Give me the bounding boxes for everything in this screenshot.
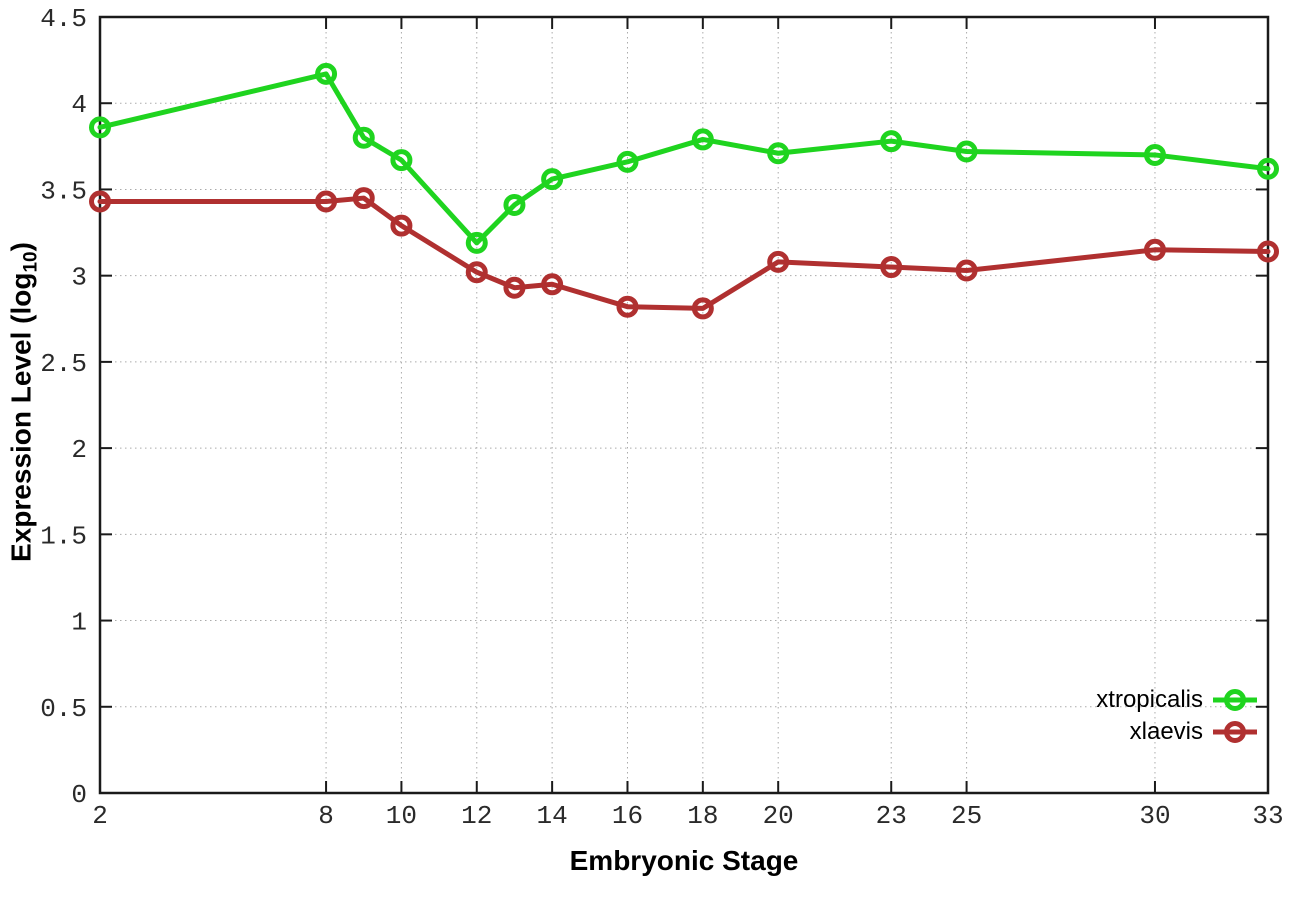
svg-text:14: 14 [537, 801, 568, 831]
svg-text:4: 4 [71, 90, 87, 120]
y-axis-title-suffix: ) [5, 242, 37, 252]
xlaevis-marker-icon [1213, 721, 1257, 743]
y-axis-title-subscript: 10 [20, 251, 42, 273]
svg-text:12: 12 [461, 801, 492, 831]
y-axis-title-text: Expression Level (log [5, 272, 37, 562]
svg-text:8: 8 [318, 801, 334, 831]
legend-item-xlaevis: xlaevis [1096, 716, 1258, 748]
svg-text:0.5: 0.5 [40, 694, 87, 724]
legend-item-xtropicalis: xtropicalis [1096, 684, 1258, 716]
svg-text:2.5: 2.5 [40, 349, 87, 379]
svg-text:18: 18 [687, 801, 718, 831]
x-axis-title: Embryonic Stage [569, 845, 799, 876]
svg-text:0: 0 [71, 780, 87, 810]
chart-legend: xtropicalis xlaevis [1096, 684, 1258, 748]
svg-text:3.5: 3.5 [40, 176, 87, 206]
svg-text:23: 23 [876, 801, 907, 831]
svg-text:3: 3 [71, 263, 87, 293]
svg-text:2: 2 [71, 435, 87, 465]
svg-text:16: 16 [612, 801, 643, 831]
svg-text:1: 1 [71, 608, 87, 638]
legend-label-xtropicalis: xtropicalis [1096, 686, 1203, 713]
y-axis-title: Expression Level (log10) [6, 242, 43, 562]
svg-text:33: 33 [1252, 801, 1283, 831]
svg-text:25: 25 [951, 801, 982, 831]
svg-text:20: 20 [763, 801, 794, 831]
svg-text:2: 2 [92, 801, 108, 831]
svg-text:10: 10 [386, 801, 417, 831]
legend-label-xlaevis: xlaevis [1129, 718, 1203, 745]
svg-text:30: 30 [1139, 801, 1170, 831]
svg-text:1.5: 1.5 [40, 521, 87, 551]
svg-text:4.5: 4.5 [40, 4, 87, 34]
xtropicalis-marker-icon [1213, 689, 1257, 711]
